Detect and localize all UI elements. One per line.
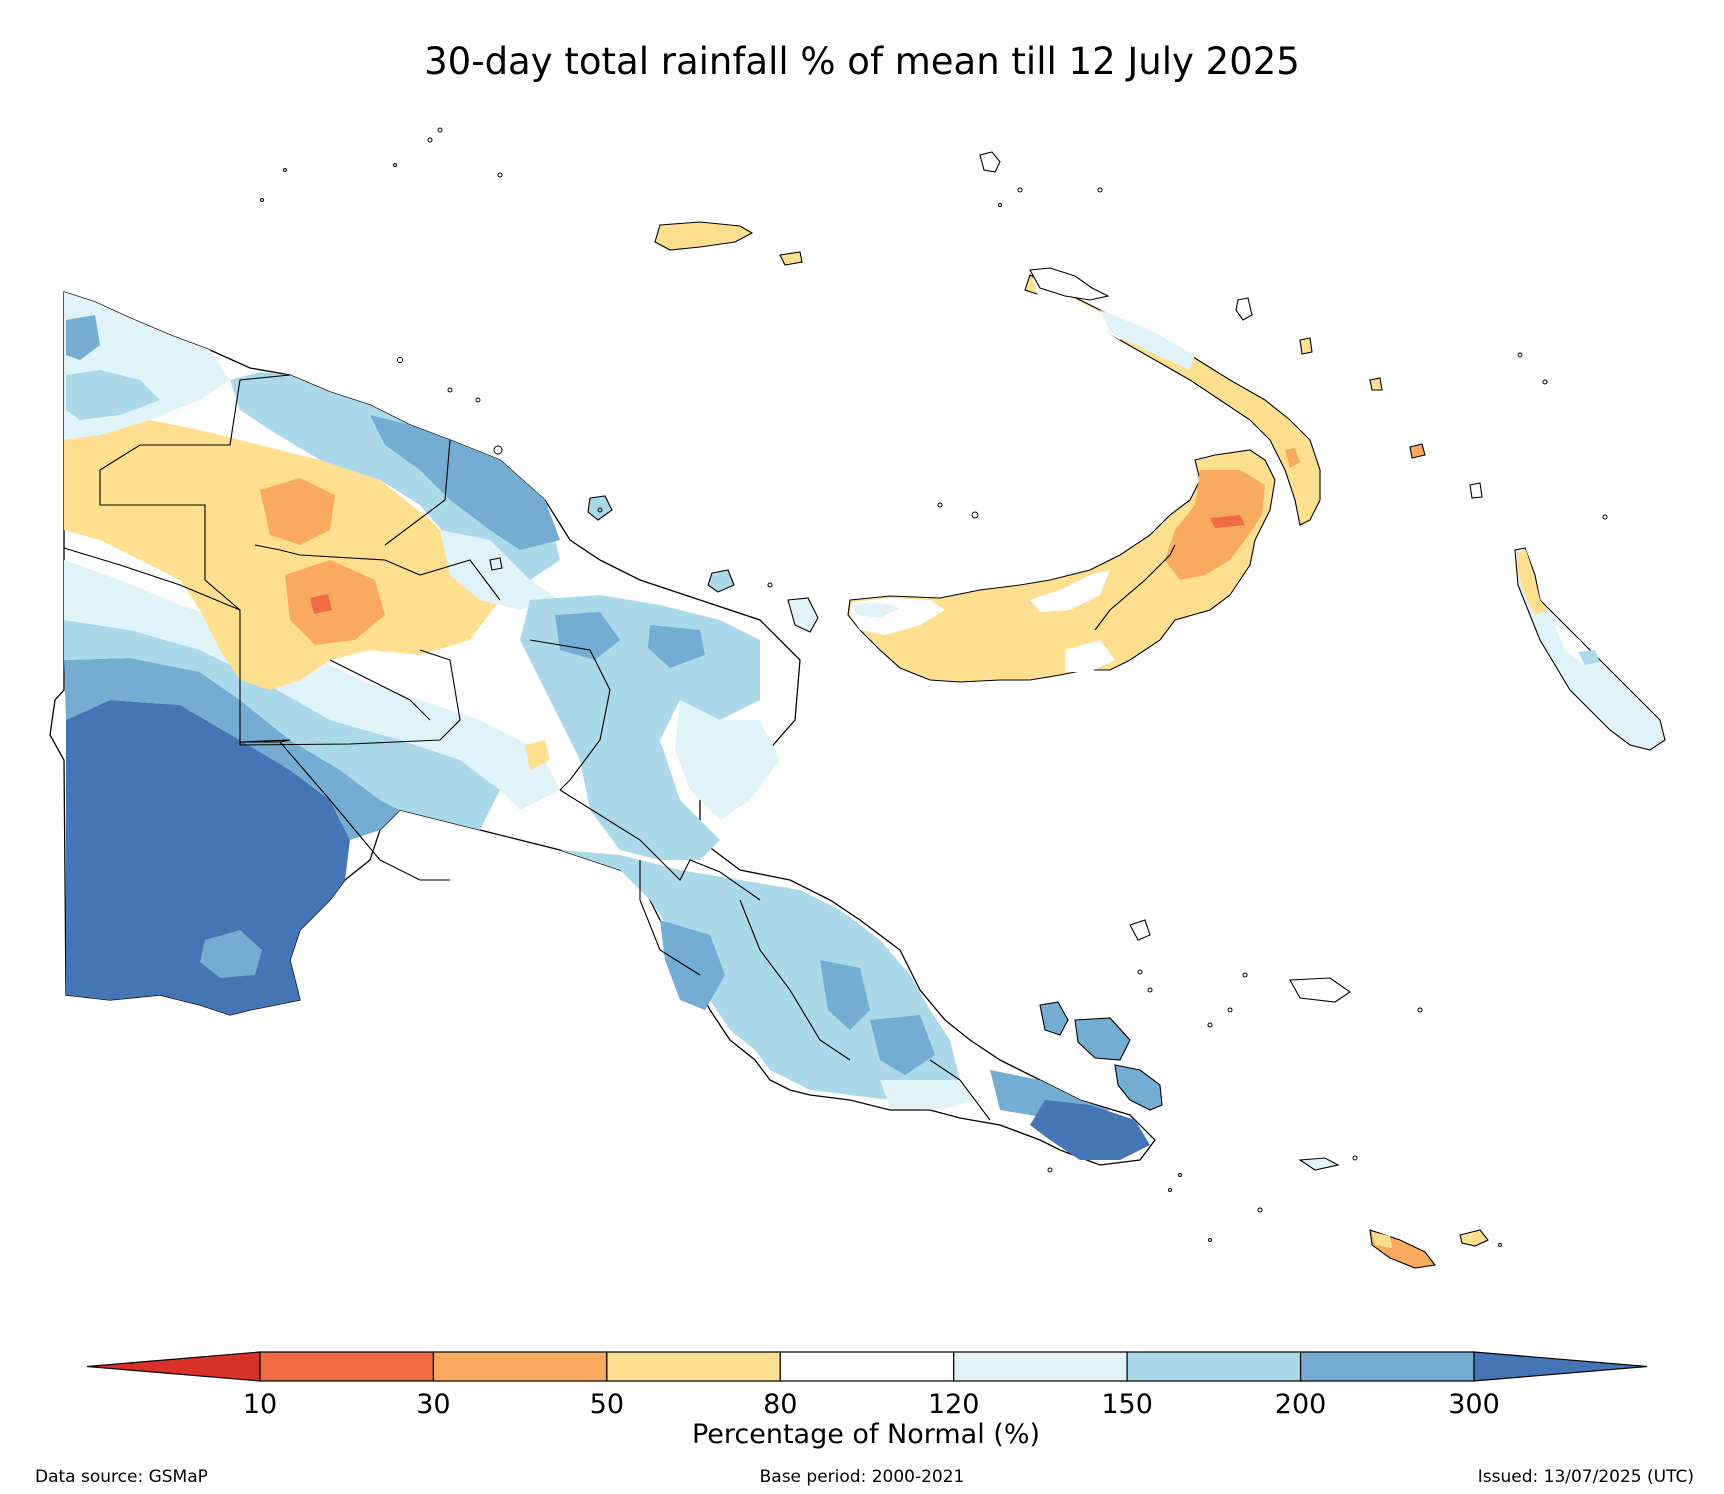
tiny-islets: [260, 127, 1608, 1247]
island-small-nw: [489, 557, 503, 571]
region-120-150-north-fringe: [440, 530, 560, 610]
island-small-ne2: [1235, 297, 1253, 321]
colorbar-ticks: 10 30 50 80 120 150 200 300: [243, 1389, 1500, 1420]
region-120-150-central: [675, 700, 780, 820]
colorbar-segment: [606, 1351, 781, 1382]
island-small-ne1: [1299, 337, 1313, 355]
colorbar-tick-label: 10: [243, 1389, 277, 1420]
colorbar-title: Percentage of Normal (%): [692, 1419, 1040, 1450]
map-title: 30-day total rainfall % of mean till 12 …: [424, 40, 1300, 83]
colorbar-segment: [1126, 1351, 1302, 1382]
issued-date: Issued: 13/07/2025 (UTC): [1477, 1467, 1694, 1487]
colorbar-extend-low: [86, 1351, 261, 1382]
colorbar-segment: [1299, 1351, 1475, 1382]
region-200-300-north: [370, 415, 560, 550]
colorbar-tick-label: 150: [1101, 1389, 1153, 1420]
island-fergusson: [1074, 1017, 1131, 1061]
island-rossel: [1459, 1229, 1489, 1247]
island-misima: [1298, 1157, 1340, 1171]
island-new-hanover: [1029, 267, 1110, 301]
region-150-200-central: [520, 595, 760, 860]
bougainville-blue-spot: [1578, 650, 1600, 665]
new-ireland-lightblue-nw: [1100, 310, 1195, 370]
region-200-300-nw: [66, 315, 100, 360]
region-150-200-w: [64, 620, 500, 830]
island-mussau: [979, 151, 1001, 173]
new-britain-white-south: [1065, 640, 1115, 672]
colorbar-tick-label: 50: [590, 1389, 624, 1420]
island-small-ne3: [1369, 377, 1383, 391]
colorbar-tick-label: 80: [763, 1389, 797, 1420]
region-120-150-tail: [880, 1080, 975, 1110]
colorbar-segment: [259, 1351, 435, 1382]
province-borders: [63, 374, 991, 1121]
island-trobriand: [1129, 919, 1151, 941]
region-200-300-sw-band: [64, 658, 400, 840]
island-normanby: [1114, 1064, 1163, 1111]
colorbar-segment: [779, 1351, 955, 1382]
colorbar-tick-label: 200: [1275, 1389, 1327, 1420]
region-150-200-north: [230, 372, 560, 580]
region-50-80-highlands: [64, 420, 500, 690]
island-manus: [654, 221, 754, 251]
island-goodenough: [1039, 1001, 1069, 1036]
colorbar-segment: [432, 1351, 608, 1382]
region-200-300-central-b: [648, 625, 705, 668]
island-small-ne5: [1469, 482, 1483, 499]
region-gt300-east-tip: [1030, 1100, 1150, 1160]
region-200-300-tail-b: [820, 960, 870, 1030]
islands-north: [489, 151, 1666, 751]
data-source: Data source: GSMaP: [35, 1467, 208, 1487]
region-120-150-w: [64, 560, 560, 810]
region-30-50-highlands-a: [260, 478, 335, 545]
islands-southeast: [1039, 919, 1489, 1269]
island-bougainville: [1514, 547, 1666, 751]
region-10-30-highlands: [310, 594, 332, 614]
island-umboi: [787, 597, 819, 633]
colorbar-segment: [953, 1351, 1128, 1382]
base-period: Base period: 2000-2021: [759, 1467, 965, 1487]
new-britain-white-north: [1030, 570, 1110, 612]
island-small-ne4: [1409, 443, 1426, 459]
region-200-300-central-a: [555, 612, 620, 660]
mainland: [49, 291, 1156, 1166]
new-britain-red-spot: [1210, 515, 1245, 528]
sudest-yellow: [1372, 1232, 1392, 1248]
colorbar-extend-high: [1473, 1351, 1648, 1382]
region-150-200-tail: [560, 850, 960, 1100]
colorbar-boxes: [86, 1351, 1648, 1382]
region-200-300-sw-inset: [200, 930, 262, 978]
colorbar-tick-label: 120: [928, 1389, 980, 1420]
island-new-britain: [847, 449, 1276, 683]
region-30-50-highlands-b: [285, 560, 385, 645]
new-britain-lightblue-west: [852, 602, 900, 618]
region-200-300-tail-c: [870, 1015, 935, 1075]
region-50-80-central-spot: [525, 740, 550, 770]
new-britain-border: [1094, 544, 1176, 631]
region-150-200-nw: [66, 370, 160, 420]
island-long: [707, 569, 735, 593]
bougainville-yellow-north: [1517, 550, 1548, 615]
region-gt300-sw: [66, 700, 350, 1015]
region-200-300-tail-a: [660, 920, 725, 1010]
colorbar-tick-label: 30: [416, 1389, 450, 1420]
island-woodlark: [1289, 977, 1351, 1003]
island-manus-east: [779, 251, 803, 266]
colorbar-tick-label: 300: [1448, 1389, 1500, 1420]
new-ireland-orange: [1285, 448, 1300, 468]
